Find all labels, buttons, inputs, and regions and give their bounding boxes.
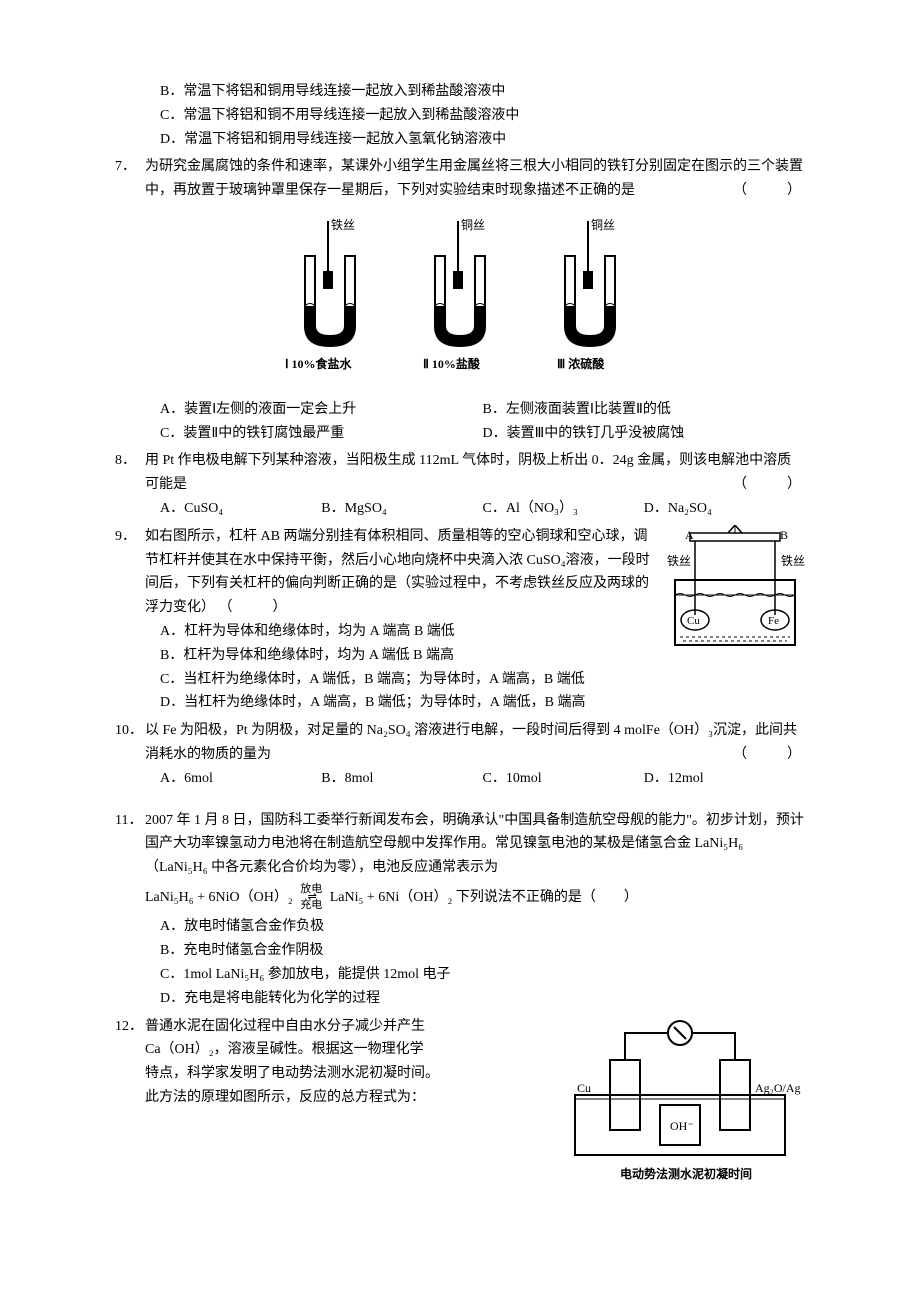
q9-number: 9． — [115, 525, 136, 549]
q12-label-ag: Ag₂O/Ag — [755, 1081, 801, 1095]
q11-number: 11． — [115, 809, 142, 833]
q7-diagram-svg: 铁丝 Ⅰ 10%食盐水 铜丝 Ⅱ 10%盐酸 铜丝 — [250, 211, 670, 381]
q7-number: 7． — [115, 155, 136, 179]
q7-label-1: 铁丝 — [331, 218, 355, 232]
q8-option-b: B．MgSO₄ — [321, 497, 482, 521]
q12-diagram-svg: Cu Ag₂O/Ag OH⁻ 电动势法测水泥初凝时间 — [555, 1015, 805, 1185]
q7-option-b: B．左侧液面装置Ⅰ比装置Ⅱ的低 — [483, 398, 806, 422]
q11-text: 2007 年 1 月 8 日，国防科工委举行新闻发布会，明确承认"中国具备制造航… — [145, 813, 804, 876]
q11-eq-right: LaNi₅ + 6Ni（OH）₂ 下列说法不正确的是（ ） — [330, 890, 638, 905]
q7-diagram: 铁丝 Ⅰ 10%食盐水 铜丝 Ⅱ 10%盐酸 铜丝 — [115, 211, 805, 390]
q9-diagram-svg: A B 铁丝 铁丝 Cu Fe — [665, 525, 805, 665]
q9-label-fe-right: 铁丝 — [781, 554, 805, 568]
q11-option-a: A．放电时储氢合金作负极 — [160, 915, 805, 939]
q7-caption-3: Ⅲ 浓硫酸 — [557, 356, 605, 371]
q12-label-cu: Cu — [577, 1081, 591, 1095]
q9-paren: （ ） — [219, 600, 291, 615]
q12-caption: 电动势法测水泥初凝时间 — [620, 1166, 752, 1181]
q10-text: 以 Fe 为阳极，Pt 为阴极，对足量的 Na₂SO₄ 溶液进行电解，一段时间后… — [145, 723, 797, 762]
q9-label-fe-left: 铁丝 — [667, 554, 691, 568]
q9-label-b: B — [780, 528, 788, 542]
q7-paren: （ ） — [733, 179, 805, 203]
q10-number: 10． — [115, 719, 143, 743]
q12-number: 12． — [115, 1015, 143, 1039]
q10-option-d: D．12mol — [644, 767, 805, 791]
q7-label-3: 铜丝 — [591, 217, 615, 232]
q8-options: A．CuSO₄ B．MgSO₄ C．Al（NO₃）₃ D．Na₂SO₄ — [115, 497, 805, 521]
q7-caption-2: Ⅱ 10%盐酸 — [423, 356, 481, 371]
q10-paren: （ ） — [733, 743, 805, 767]
q11-stem: 11． 2007 年 1 月 8 日，国防科工委举行新闻发布会，明确承认"中国具… — [115, 809, 805, 880]
q9-diagram: A B 铁丝 铁丝 Cu Fe — [665, 525, 805, 674]
q12-block: Cu Ag₂O/Ag OH⁻ 电动势法测水泥初凝时间 12． 普通水泥在固化过程… — [115, 1015, 805, 1194]
q7-label-2: 铜丝 — [461, 217, 485, 232]
q9-label-cu: Cu — [687, 615, 700, 627]
q12-diagram: Cu Ag₂O/Ag OH⁻ 电动势法测水泥初凝时间 — [555, 1015, 805, 1194]
q11-equation: LaNi₅H₆ + 6NiO（OH）₂ 放电 ⇌ 充电 LaNi₅ + 6Ni（… — [115, 884, 805, 912]
q6-option-d: D．常温下将铝和铜用导线连接一起放入氢氧化钠溶液中 — [115, 128, 805, 152]
q11-option-b: B．充电时储氢合金作阴极 — [160, 939, 805, 963]
q7-caption-1: Ⅰ 10%食盐水 — [285, 356, 353, 371]
q11-eq-bot: 充电 — [300, 900, 322, 911]
q11-eq-left: LaNi₅H₆ + 6NiO（OH）₂ — [145, 890, 293, 905]
q7-option-c: C．装置Ⅱ中的铁钉腐蚀最严重 — [160, 422, 483, 446]
q11-option-d: D．充电是将电能转化为化学的过程 — [160, 987, 805, 1011]
q9-block: A B 铁丝 铁丝 Cu Fe 9． 如右图所示，杠杆 AB 两端分别挂有体积相… — [115, 525, 805, 715]
q11-option-c: C．1mol LaNi₅H₆ 参加放电，能提供 12mol 电子 — [160, 963, 805, 987]
q7-option-a: A．装置Ⅰ左侧的液面一定会上升 — [160, 398, 483, 422]
q7-options: A．装置Ⅰ左侧的液面一定会上升 B．左侧液面装置Ⅰ比装置Ⅱ的低 C．装置Ⅱ中的铁… — [115, 398, 805, 446]
q7-stem: 7． 为研究金属腐蚀的条件和速率，某课外小组学生用金属丝将三根大小相同的铁钉分别… — [115, 155, 805, 203]
q8-option-c: C．Al（NO₃）₃ — [483, 497, 644, 521]
q6-option-b: B．常温下将铝和铜用导线连接一起放入到稀盐酸溶液中 — [115, 80, 805, 104]
q10-options: A．6mol B．8mol C．10mol D．12mol — [115, 767, 805, 791]
q8-number: 8． — [115, 449, 136, 473]
q10-option-c: C．10mol — [483, 767, 644, 791]
q8-text: 用 Pt 作电极电解下列某种溶液，当阳极生成 112mL 气体时，阴极上析出 0… — [145, 453, 791, 492]
q10-option-a: A．6mol — [160, 767, 321, 791]
q12-label-oh: OH⁻ — [670, 1119, 694, 1133]
q7-option-d: D．装置Ⅲ中的铁钉几乎没被腐蚀 — [483, 422, 806, 446]
q10-stem: 10． 以 Fe 为阳极，Pt 为阴极，对足量的 Na₂SO₄ 溶液进行电解，一… — [115, 719, 805, 767]
q10-option-b: B．8mol — [321, 767, 482, 791]
q9-option-d: D．当杠杆为绝缘体时，A 端高，B 端低；为导体时，A 端低，B 端高 — [160, 691, 805, 715]
q8-option-d: D．Na₂SO₄ — [644, 497, 805, 521]
q8-option-a: A．CuSO₄ — [160, 497, 321, 521]
q11-eq-arrows: 放电 ⇌ 充电 — [300, 884, 322, 912]
q7-text: 为研究金属腐蚀的条件和速率，某课外小组学生用金属丝将三根大小相同的铁钉分别固定在… — [145, 159, 803, 198]
q8-stem: 8． 用 Pt 作电极电解下列某种溶液，当阳极生成 112mL 气体时，阴极上析… — [115, 449, 805, 497]
q9-label-fe-ball: Fe — [768, 615, 779, 627]
q6-option-c: C．常温下将铝和铜不用导线连接一起放入到稀盐酸溶液中 — [115, 104, 805, 128]
q8-paren: （ ） — [733, 473, 805, 497]
